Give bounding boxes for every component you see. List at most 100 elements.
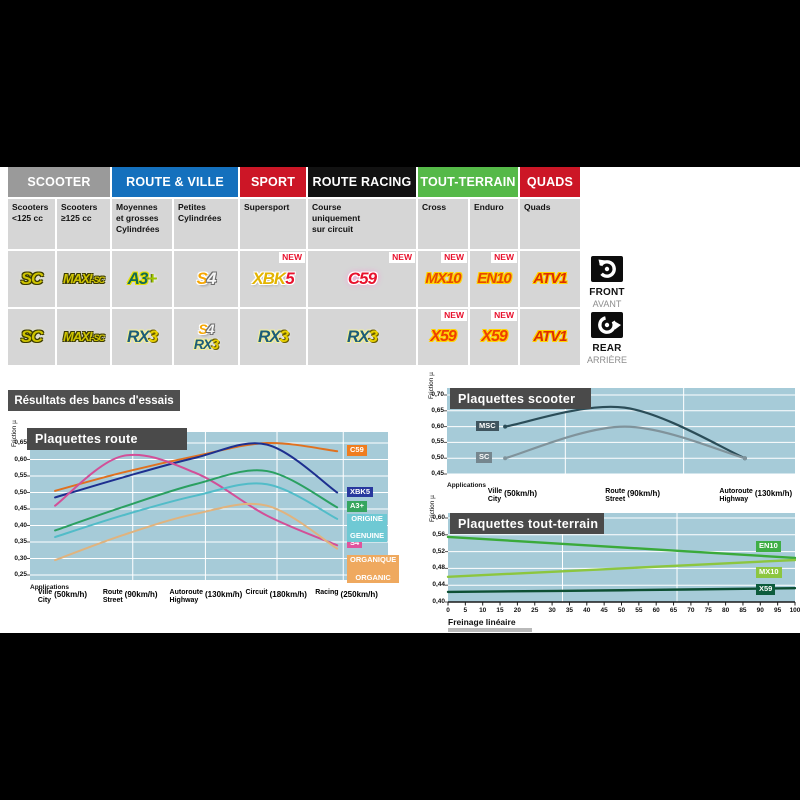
column-header-supersport: Supersport <box>240 199 306 249</box>
x-tick-label: 90 <box>756 607 764 614</box>
logo-part: -SC <box>91 275 105 286</box>
x-category-name: Ville City <box>37 589 53 604</box>
product-logo-xbk5: XBK 5 <box>252 269 295 289</box>
series-label-x59: X59 <box>756 584 776 595</box>
product-cell-front-en10: NEW EN10 <box>470 251 518 307</box>
series-label-mx10: MX10 <box>756 567 782 578</box>
column-header-moyennes: Moyennes et grosses Cylindrées <box>112 199 172 249</box>
product-cell-front-atv1: ATV1 <box>520 251 580 307</box>
column-header-quads: Quads <box>520 199 580 249</box>
logo-part: RX <box>257 327 281 347</box>
series-label-msc: MSC <box>476 420 499 432</box>
series-label-xbk5: XBK5 <box>347 486 374 498</box>
product-cell-front-c59: NEW C59 <box>308 251 416 307</box>
y-tick-label: 0,56 <box>432 530 445 538</box>
x-tick-label: 95 <box>774 607 782 614</box>
x-category-route: Route Street (90km/h) <box>605 488 660 503</box>
x-category-name: Ville City <box>487 488 503 503</box>
product-logo-en10: EN10 <box>477 270 512 288</box>
logo-part: 4 <box>206 269 217 289</box>
logo-part: EN10 <box>477 270 512 288</box>
x-tick-label: 85 <box>739 607 747 614</box>
group-header-quads: QUADS <box>520 167 580 197</box>
logo-part: RX <box>126 327 150 347</box>
x-category-name: Route Street <box>102 589 123 604</box>
x-category-name: Racing <box>315 589 339 596</box>
logo-part: S <box>198 321 207 338</box>
x-category-speed: (130km/h) <box>754 489 793 498</box>
rear-block: REAR ARRIÈRE <box>584 312 630 365</box>
y-tick-label: 0,52 <box>432 547 445 555</box>
product-logo-c59: C59 <box>347 269 377 289</box>
column-header-petites: Petites Cylindrées <box>174 199 238 249</box>
series-line-sc <box>504 425 746 460</box>
y-tick-label: 0,60 <box>14 455 27 463</box>
series-line-en10 <box>446 535 796 560</box>
logo-part: ATV1 <box>533 270 567 288</box>
x-category-circuit: Circuit (180km/h) <box>245 589 307 599</box>
series-line-organique-organic <box>54 502 339 562</box>
front-label: FRONT <box>589 287 625 298</box>
brake-disc-front-icon <box>591 256 623 282</box>
series-label-origine-genuine: ORIGINE GENUINE <box>347 513 388 542</box>
product-cell-front-sc: SC <box>8 251 55 307</box>
series-line-mx10 <box>446 558 796 578</box>
series-end-dot <box>742 456 747 461</box>
x-category-speed: (180km/h) <box>269 590 307 599</box>
product-cell-rear-s4-rx3: S 4 RX 3 <box>174 309 238 365</box>
series-line-c59 <box>54 441 339 492</box>
product-cell-front-maxi-sc: MAXI -SC <box>57 251 110 307</box>
series-line-x59 <box>446 586 796 594</box>
logo-part: MAXI <box>63 271 92 287</box>
logo-part: A3 <box>127 269 149 289</box>
series-label-sc: SC <box>476 452 493 463</box>
y-tick-label: 0,40 <box>14 521 27 529</box>
product-cell-rear-rx3: RX 3 <box>308 309 416 365</box>
x-category-speed: (90km/h) <box>627 489 661 498</box>
product-logo-sc: SC <box>21 328 44 346</box>
x-tick-label: 50 <box>617 607 626 614</box>
rear-label: REAR <box>592 343 622 354</box>
x-tick-label: 5 <box>463 607 468 614</box>
logo-part: C59 <box>347 269 377 289</box>
product-logo-x59: X59 <box>430 328 456 346</box>
product-cell-rear-rx3: RX 3 <box>240 309 306 365</box>
x-tick-label: 60 <box>652 607 660 614</box>
x-category-speed: (250km/h) <box>340 590 378 599</box>
logo-part: 3 <box>279 327 290 347</box>
product-logo-rx3: RX 3 <box>126 327 158 347</box>
product-logo-mx10: MX10 <box>425 271 461 287</box>
product-cell-front-mx10: NEW MX10 <box>418 251 468 307</box>
x-axis-label: Freinage linéaire <box>448 617 516 627</box>
product-cell-front-xbk5: NEW XBK 5 <box>240 251 306 307</box>
y-tick-label: 0,40 <box>432 598 445 605</box>
plot-area <box>30 432 388 580</box>
x-category-name: Autoroute Highway <box>169 589 203 604</box>
column-header-cross: Cross <box>418 199 468 249</box>
logo-part: 5 <box>285 269 295 289</box>
series-line-msc <box>504 405 746 460</box>
logo-part: -SC <box>91 333 105 344</box>
product-logo-a3: A3 + <box>127 269 158 289</box>
logo-part: SC <box>20 269 44 289</box>
y-tick-label: 0,60 <box>431 422 444 430</box>
x-category-speed: (50km/h) <box>54 590 88 599</box>
column-header-course: Course uniquement sur circuit <box>308 199 416 249</box>
x-tick-label: 70 <box>687 607 695 614</box>
new-badge: NEW <box>441 252 467 263</box>
product-logo-atv1: ATV1 <box>533 329 567 345</box>
y-tick-label: 0,48 <box>432 564 445 572</box>
chart-scooter: MSC SC Plaquettes scooter 0,70 0,65 0,60 0,55 0… <box>428 372 796 510</box>
x-category-name: Route Street <box>605 488 626 503</box>
logo-part: + <box>147 269 157 289</box>
chart-tout-terrain: 0 5 10 15 20 25 30 35 40 45 50 55 60 65 70 75 80 85 90 95 10… <box>429 495 800 633</box>
product-logo-maxi-sc: MAXI -SC <box>63 330 105 344</box>
x-tick-label: 0 <box>446 607 450 614</box>
x-category-speed: (90km/h) <box>124 590 158 599</box>
y-tick-label: 0,55 <box>431 438 444 446</box>
product-cell-rear-sc: SC <box>8 309 55 365</box>
chart-title-scooter: Plaquettes scooter <box>450 388 591 409</box>
